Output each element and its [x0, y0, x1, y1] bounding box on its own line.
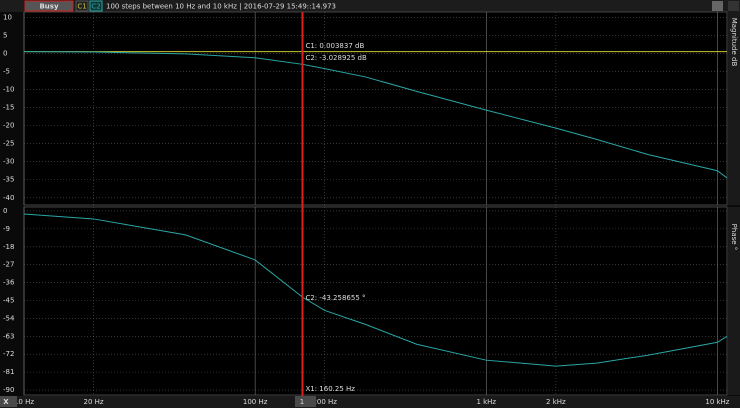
y-tick-label: -9 — [3, 225, 10, 233]
y-tick-label: -10 — [3, 86, 14, 94]
y-tick-label: -72 — [3, 350, 14, 358]
y-tick-label: -15 — [3, 104, 14, 112]
series-line — [23, 213, 728, 367]
y-tick-label: -36 — [3, 279, 15, 287]
y-tick-label: -45 — [3, 297, 14, 305]
menu-button[interactable] — [712, 1, 723, 11]
series-line — [23, 51, 728, 179]
close-button[interactable] — [728, 1, 739, 11]
status-button[interactable] — [24, 0, 74, 12]
y-tick-label: -27 — [3, 261, 14, 269]
y-tick-label: 5 — [3, 31, 7, 39]
y-label-strip — [728, 12, 740, 205]
cursor-x-label: X1: 160.25 Hz — [305, 385, 355, 393]
c1-tab-label: C1 — [77, 3, 86, 11]
y-tick-label: -25 — [3, 140, 14, 148]
status-text: Busy — [39, 3, 58, 11]
y-tick-label: 0 — [3, 207, 7, 215]
x-axis-bar — [0, 396, 740, 408]
toolbar — [0, 0, 740, 12]
x-tick-label: 2 kHz — [546, 398, 566, 406]
y-tick-label: 0 — [3, 49, 7, 57]
y-tick-label: -35 — [3, 176, 14, 184]
y-axis-label: Phase ° — [730, 224, 738, 251]
y-tick-label: 10 — [3, 13, 12, 21]
cursor-button[interactable] — [295, 396, 316, 407]
y-tick-label: -30 — [3, 158, 14, 166]
x-tick-label: 10 Hz — [14, 398, 34, 406]
cursor-readout: C2: -3.028925 dB — [305, 54, 367, 62]
x-tick-label: 1 kHz — [476, 398, 496, 406]
plot-area — [23, 11, 728, 206]
y-tick-label: -54 — [3, 314, 15, 322]
x-tick-label: 100 Hz — [243, 398, 268, 406]
x-button-label: X — [3, 398, 9, 406]
x-tick-label: 20 Hz — [84, 398, 104, 406]
y-tick-label: -63 — [3, 332, 14, 340]
cursor-readout: C2: -43.258655 ° — [305, 294, 365, 302]
x-button[interactable] — [0, 396, 17, 407]
c2-tab[interactable] — [89, 0, 103, 12]
cursor-readout: C1: 0.003837 dB — [305, 42, 364, 50]
plots: 10 5 0 -5 -10 -15 -20 -25 -30 -35 -40 Magnitude dB 0… — [3, 11, 740, 396]
x-tick-label: 200 Hz — [312, 398, 337, 406]
y-tick-label: -20 — [3, 122, 14, 130]
sweep-info: 100 steps between 10 Hz and 10 kHz | 201… — [106, 3, 336, 11]
y-label-strip — [728, 207, 740, 395]
x-labels: 10 Hz 20 Hz 100 Hz 200 Hz 1 kHz 2 kHz 10 kHz — [14, 398, 730, 406]
y-tick-label: -81 — [3, 368, 14, 376]
y-tick-label: -40 — [3, 194, 14, 202]
y-tick-label: -18 — [3, 243, 14, 251]
y-axis-label: Magnitude dB — [730, 18, 738, 67]
y-tick-label: -5 — [3, 68, 10, 76]
y-tick-label: -90 — [3, 386, 14, 394]
c2-tab-label: C2 — [91, 3, 100, 11]
plot-area — [23, 206, 728, 396]
cursor-button-label: 1 — [300, 398, 304, 406]
c1-tab[interactable] — [75, 0, 89, 12]
x-tick-label: 10 kHz — [705, 398, 729, 406]
